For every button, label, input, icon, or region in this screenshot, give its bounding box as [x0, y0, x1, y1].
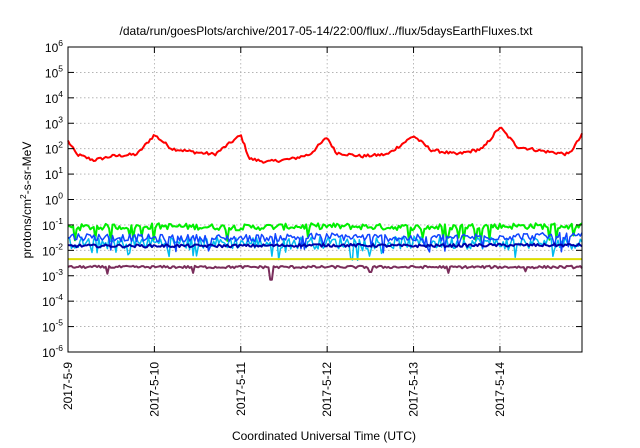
series-group [67, 126, 583, 281]
y-tick-label: 10-5 [42, 318, 63, 335]
y-tick-label: 10-2 [42, 241, 63, 258]
x-axis-label: Coordinated Universal Time (UTC) [232, 429, 416, 443]
x-axis-ticks: 2017-5-9 2017-5-10 2017-5-11 2017-5-12 2017-… [61, 47, 507, 417]
chart-title: /data/run/goesPlots/archive/2017-05-14/2… [120, 24, 534, 38]
y-axis-label-post: -s-sr-MeV [20, 142, 34, 195]
y-axis-label-sup: 2 [18, 194, 28, 199]
x-tick-label: 2017-5-11 [234, 362, 248, 416]
series-line-3 [68, 231, 583, 254]
x-tick-label: 2017-5-14 [493, 362, 507, 417]
y-tick-label: 10-3 [42, 267, 63, 284]
x-tick-label: 2017-5-10 [147, 362, 161, 417]
x-tick-label: 2017-5-12 [320, 362, 334, 417]
y-tick-label: 101 [45, 165, 63, 182]
y-tick-label: 10-1 [42, 216, 63, 233]
series-line-0 [67, 126, 583, 164]
y-tick-label: 106 [45, 38, 63, 55]
series-line-1 [67, 222, 583, 243]
y-axis-label-pre: protons/cm [20, 199, 34, 258]
x-tick-label: 2017-5-13 [407, 362, 421, 417]
series-line-6 [67, 264, 583, 281]
y-tick-label: 100 [45, 191, 63, 208]
y-axis-label: protons/cm2-s-sr-MeV [18, 142, 34, 259]
series-line-4 [67, 242, 583, 249]
y-tick-label: 104 [45, 89, 63, 106]
y-tick-label: 10-6 [42, 343, 63, 360]
y-tick-label: 102 [45, 140, 63, 157]
grid-lines [68, 47, 582, 352]
y-tick-label: 105 [45, 63, 63, 80]
y-tick-label: 103 [45, 114, 63, 131]
y-axis-ticks: 10-6 10-5 10-4 10-3 10-2 10-1 100 101 102 103 104 1… [42, 38, 582, 360]
y-tick-label: 10-4 [42, 292, 63, 309]
x-tick-label: 2017-5-9 [61, 362, 75, 410]
